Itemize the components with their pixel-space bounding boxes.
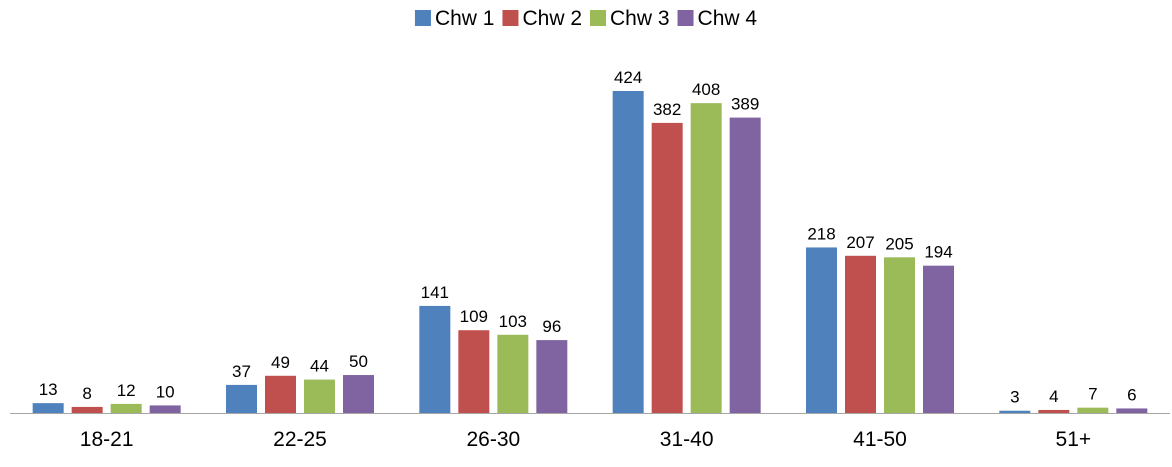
- data-label: 37: [232, 362, 251, 381]
- bar-18-21-chw-2: [71, 406, 103, 413]
- data-label: 13: [39, 380, 58, 399]
- bar-26-30-chw-2: [458, 330, 490, 413]
- bar-41-50-chw-3: [884, 257, 915, 413]
- legend-swatch: [590, 10, 606, 26]
- data-label: 205: [885, 234, 913, 253]
- data-label: 141: [421, 283, 449, 302]
- legend-label: Chw 3: [610, 7, 670, 30]
- x-tick-label: 26-30: [466, 428, 520, 451]
- bar-22-25-chw-3: [304, 379, 335, 413]
- bar-26-30-chw-3: [497, 334, 529, 413]
- data-label: 50: [349, 352, 368, 371]
- bar-51+-chw-1: [999, 410, 1031, 413]
- legend-swatch: [502, 10, 519, 26]
- data-label: 44: [310, 357, 329, 376]
- data-label: 207: [846, 233, 874, 252]
- data-label: 218: [807, 224, 835, 243]
- bar-41-50-chw-4: [923, 265, 954, 413]
- legend-item: Chw 2: [502, 7, 582, 30]
- x-axis-tick-labels: 18-21 22-25 26-30 31-40 41-50 51+: [80, 428, 1091, 451]
- data-label: 389: [731, 95, 759, 114]
- data-label: 194: [924, 243, 952, 262]
- legend: Chw 1 Chw 2 Chw 3 Chw 4: [414, 7, 758, 30]
- data-label: 8: [82, 384, 91, 403]
- legend-item: Chw 3: [590, 7, 670, 30]
- data-label: 103: [499, 312, 527, 331]
- x-tick-label: 18-21: [80, 428, 134, 451]
- data-label: 49: [271, 353, 290, 372]
- legend-label: Chw 2: [522, 7, 582, 30]
- bar-22-25-chw-4: [343, 375, 374, 413]
- data-label: 4: [1049, 387, 1058, 406]
- data-label: 7: [1088, 385, 1097, 404]
- data-label: 408: [692, 80, 720, 99]
- bar-31-40-chw-1: [612, 91, 644, 413]
- legend-label: Chw 4: [698, 7, 758, 30]
- bar-22-25-chw-2: [265, 375, 296, 413]
- bar-26-30-chw-1: [419, 305, 451, 413]
- bar-22-25-chw-1: [226, 384, 257, 413]
- data-label: 12: [117, 381, 136, 400]
- bar-18-21-chw-4: [149, 405, 181, 413]
- legend-swatch: [414, 10, 431, 26]
- legend-item: Chw 4: [677, 7, 758, 30]
- data-label: 10: [156, 382, 175, 401]
- data-label: 382: [653, 100, 681, 119]
- legend-swatch: [677, 10, 694, 26]
- x-tick-label: 51+: [1056, 428, 1092, 451]
- x-tick-label: 41-50: [853, 428, 907, 451]
- data-label: 96: [542, 317, 561, 336]
- bar-18-21-chw-1: [32, 403, 64, 413]
- data-label: 3: [1010, 388, 1019, 407]
- bar-51+-chw-4: [1116, 408, 1148, 413]
- bar-51+-chw-2: [1038, 409, 1070, 413]
- bar-31-40-chw-2: [651, 122, 683, 414]
- x-tick-label: 22-25: [273, 428, 327, 451]
- bar-31-40-chw-3: [690, 103, 722, 414]
- legend-item: Chw 1: [414, 7, 495, 30]
- bars: [32, 91, 1148, 414]
- bar-26-30-chw-4: [536, 340, 568, 413]
- bar-41-50-chw-1: [806, 247, 837, 413]
- bar-31-40-chw-4: [729, 117, 761, 413]
- bar-41-50-chw-2: [845, 255, 876, 413]
- bar-18-21-chw-3: [110, 403, 142, 413]
- data-label: 424: [614, 68, 642, 87]
- bar-51+-chw-3: [1077, 407, 1109, 413]
- data-label: 6: [1127, 385, 1136, 404]
- data-label: 109: [460, 307, 488, 326]
- x-tick-label: 31-40: [660, 428, 714, 451]
- legend-label: Chw 1: [435, 7, 495, 30]
